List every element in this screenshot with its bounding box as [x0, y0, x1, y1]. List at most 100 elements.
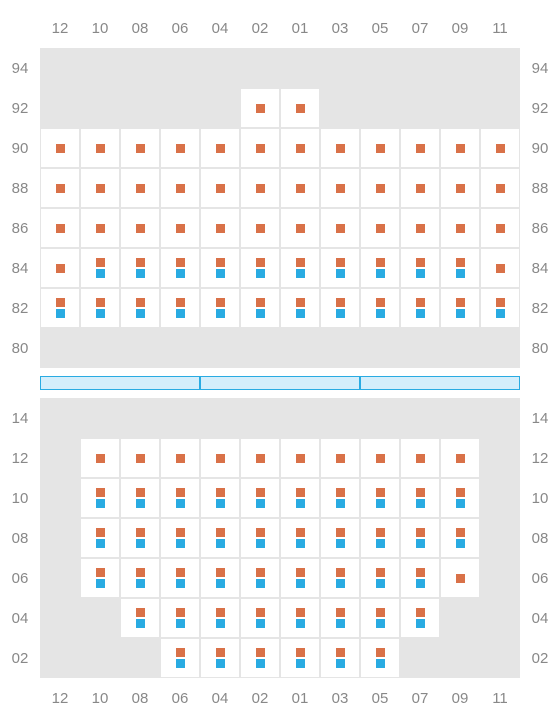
seat-cell[interactable]	[240, 638, 280, 678]
seat-cell[interactable]	[400, 518, 440, 558]
seat-cell[interactable]	[400, 288, 440, 328]
seat-cell[interactable]	[240, 88, 280, 128]
seat-cell[interactable]	[360, 518, 400, 558]
seat-cell[interactable]	[440, 208, 480, 248]
seat-cell[interactable]	[120, 518, 160, 558]
seat-cell[interactable]	[320, 248, 360, 288]
seat-cell[interactable]	[80, 518, 120, 558]
seat-cell[interactable]	[280, 88, 320, 128]
seat-cell[interactable]	[480, 248, 520, 288]
seat-cell[interactable]	[200, 288, 240, 328]
seat-cell[interactable]	[80, 128, 120, 168]
seat-cell[interactable]	[280, 248, 320, 288]
seat-cell[interactable]	[360, 248, 400, 288]
seat-cell[interactable]	[400, 598, 440, 638]
seat-cell[interactable]	[160, 288, 200, 328]
seat-cell[interactable]	[480, 168, 520, 208]
seat-cell[interactable]	[360, 168, 400, 208]
seat-cell[interactable]	[120, 288, 160, 328]
seat-cell[interactable]	[160, 208, 200, 248]
seat-cell[interactable]	[200, 168, 240, 208]
seat-cell[interactable]	[440, 288, 480, 328]
seat-cell[interactable]	[80, 208, 120, 248]
seat-cell[interactable]	[400, 438, 440, 478]
seat-cell[interactable]	[320, 598, 360, 638]
seat-cell[interactable]	[40, 288, 80, 328]
seat-cell[interactable]	[280, 208, 320, 248]
seat-cell[interactable]	[160, 638, 200, 678]
seat-cell[interactable]	[280, 558, 320, 598]
seat-cell[interactable]	[360, 128, 400, 168]
seat-cell[interactable]	[240, 288, 280, 328]
seat-cell[interactable]	[320, 518, 360, 558]
seat-cell[interactable]	[320, 168, 360, 208]
seat-cell[interactable]	[160, 598, 200, 638]
seat-cell[interactable]	[160, 248, 200, 288]
seat-cell[interactable]	[320, 558, 360, 598]
seat-cell[interactable]	[120, 128, 160, 168]
seat-cell[interactable]	[440, 168, 480, 208]
seat-cell[interactable]	[360, 638, 400, 678]
seat-cell[interactable]	[160, 478, 200, 518]
seat-cell[interactable]	[280, 598, 320, 638]
seat-cell[interactable]	[400, 128, 440, 168]
seat-cell[interactable]	[120, 478, 160, 518]
seat-cell[interactable]	[240, 168, 280, 208]
seat-cell[interactable]	[80, 478, 120, 518]
seat-cell[interactable]	[160, 168, 200, 208]
seat-cell[interactable]	[320, 478, 360, 518]
seat-cell[interactable]	[40, 168, 80, 208]
seat-cell[interactable]	[240, 438, 280, 478]
seat-cell[interactable]	[120, 208, 160, 248]
seat-cell[interactable]	[280, 518, 320, 558]
seat-cell[interactable]	[440, 438, 480, 478]
seat-cell[interactable]	[400, 168, 440, 208]
seat-cell[interactable]	[280, 288, 320, 328]
seat-cell[interactable]	[320, 288, 360, 328]
seat-cell[interactable]	[200, 598, 240, 638]
seat-cell[interactable]	[120, 598, 160, 638]
seat-cell[interactable]	[200, 438, 240, 478]
seat-cell[interactable]	[440, 248, 480, 288]
seat-cell[interactable]	[80, 438, 120, 478]
seat-cell[interactable]	[480, 288, 520, 328]
seat-cell[interactable]	[400, 478, 440, 518]
seat-cell[interactable]	[240, 208, 280, 248]
seat-cell[interactable]	[480, 208, 520, 248]
seat-cell[interactable]	[240, 248, 280, 288]
seat-cell[interactable]	[240, 128, 280, 168]
seat-cell[interactable]	[80, 168, 120, 208]
seat-cell[interactable]	[160, 558, 200, 598]
seat-cell[interactable]	[80, 558, 120, 598]
seat-cell[interactable]	[40, 208, 80, 248]
seat-cell[interactable]	[360, 288, 400, 328]
seat-cell[interactable]	[280, 128, 320, 168]
seat-cell[interactable]	[440, 128, 480, 168]
seat-cell[interactable]	[400, 558, 440, 598]
seat-cell[interactable]	[200, 638, 240, 678]
seat-cell[interactable]	[280, 478, 320, 518]
seat-cell[interactable]	[240, 558, 280, 598]
seat-cell[interactable]	[480, 128, 520, 168]
seat-cell[interactable]	[160, 128, 200, 168]
seat-cell[interactable]	[240, 598, 280, 638]
seat-cell[interactable]	[240, 518, 280, 558]
seat-cell[interactable]	[320, 208, 360, 248]
seat-cell[interactable]	[280, 168, 320, 208]
seat-cell[interactable]	[360, 598, 400, 638]
seat-cell[interactable]	[200, 518, 240, 558]
seat-cell[interactable]	[320, 638, 360, 678]
seat-cell[interactable]	[200, 128, 240, 168]
seat-cell[interactable]	[200, 478, 240, 518]
seat-cell[interactable]	[120, 558, 160, 598]
seat-cell[interactable]	[440, 518, 480, 558]
seat-cell[interactable]	[200, 208, 240, 248]
seat-cell[interactable]	[360, 558, 400, 598]
seat-cell[interactable]	[40, 248, 80, 288]
seat-cell[interactable]	[280, 638, 320, 678]
seat-cell[interactable]	[120, 248, 160, 288]
seat-cell[interactable]	[200, 248, 240, 288]
seat-cell[interactable]	[360, 208, 400, 248]
seat-cell[interactable]	[440, 478, 480, 518]
seat-cell[interactable]	[400, 248, 440, 288]
